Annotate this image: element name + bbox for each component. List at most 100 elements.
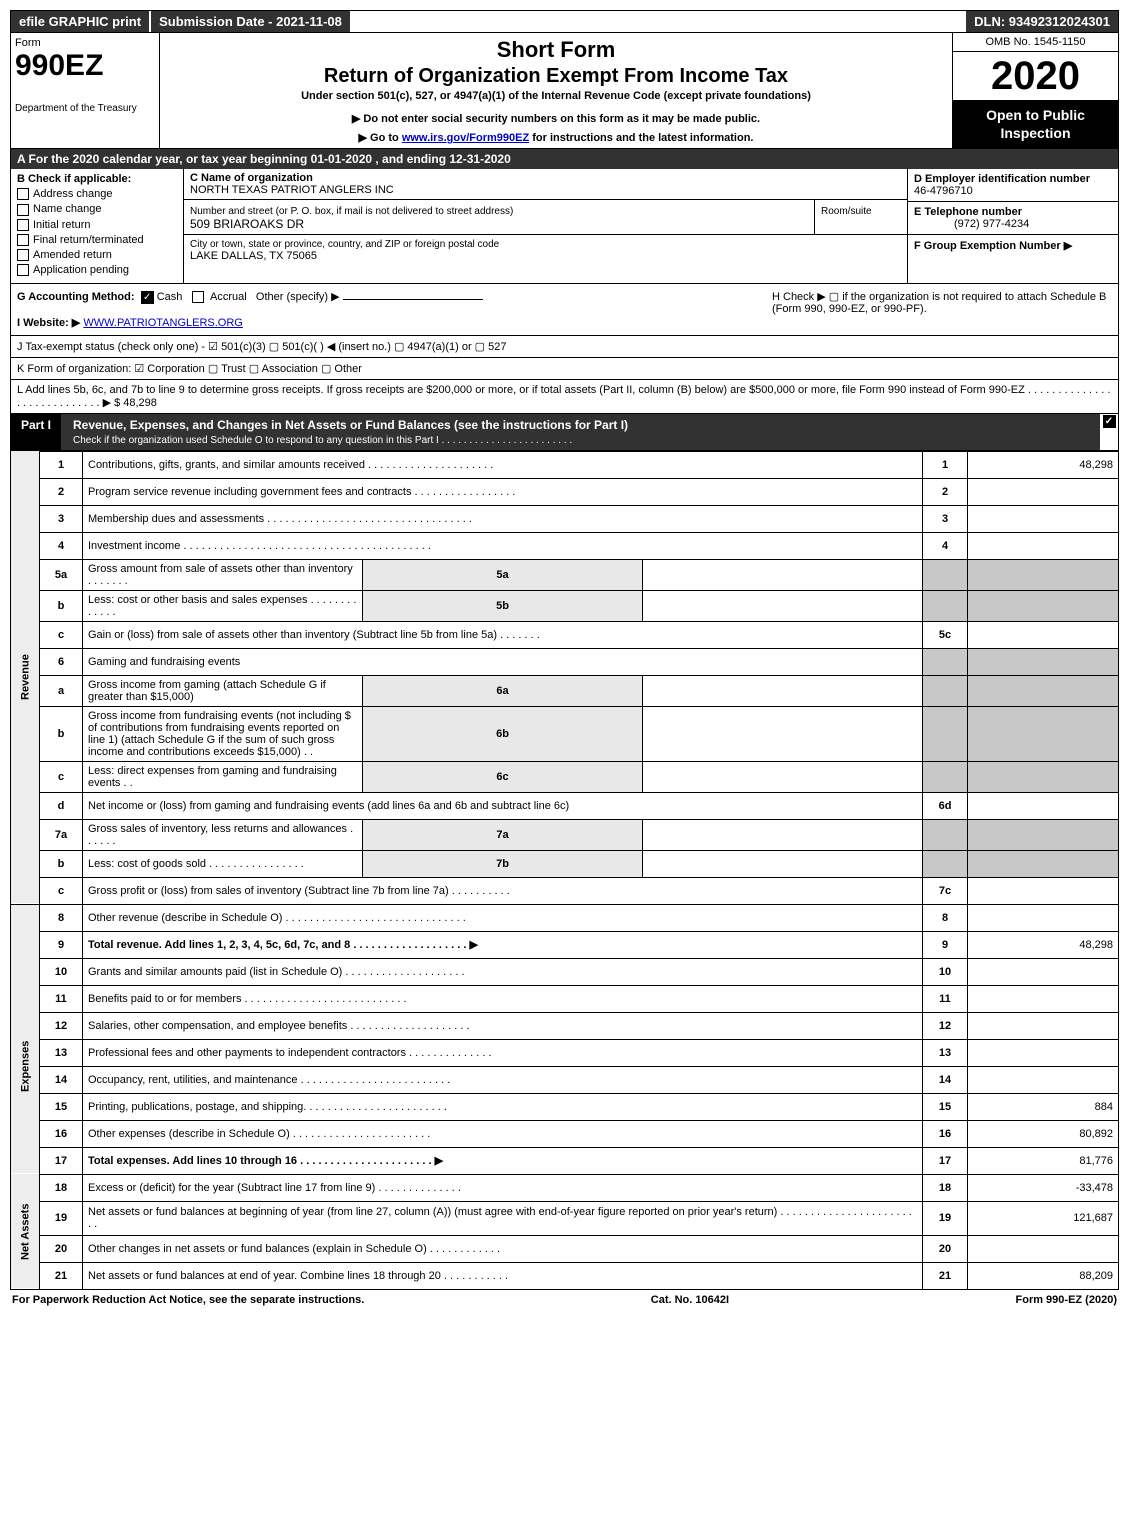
city-label: City or town, state or province, country…: [190, 239, 499, 250]
ln9-text: Total revenue. Add lines 1, 2, 3, 4, 5c,…: [88, 939, 478, 951]
ln18-text: Excess or (deficit) for the year (Subtra…: [83, 1174, 923, 1201]
ln6c-innerval: [643, 761, 923, 792]
ln9-num: 9: [40, 931, 83, 958]
ln6c-r-grey: [923, 761, 968, 792]
ln5a-r-grey: [923, 559, 968, 590]
irs-link[interactable]: www.irs.gov/Form990EZ: [402, 132, 529, 144]
goto-note: ▶ Go to www.irs.gov/Form990EZ for instru…: [164, 131, 948, 144]
ssn-note: ▶ Do not enter social security numbers o…: [164, 112, 948, 125]
ln4-r: 4: [923, 532, 968, 559]
submission-date: Submission Date - 2021-11-08: [149, 11, 350, 32]
org-name: NORTH TEXAS PATRIOT ANGLERS INC: [190, 184, 394, 196]
part1-label: Part I: [11, 414, 61, 450]
ln2-num: 2: [40, 478, 83, 505]
lbl-final-return: Final return/terminated: [33, 234, 144, 246]
ln7b-amt-grey: [968, 850, 1119, 877]
goto-prefix: ▶ Go to: [359, 132, 402, 144]
room-label: Room/suite: [821, 206, 872, 217]
ln11-num: 11: [40, 985, 83, 1012]
ln6a-amt-grey: [968, 675, 1119, 706]
ln10-num: 10: [40, 958, 83, 985]
chk-name-change[interactable]: [17, 204, 29, 216]
chk-cash[interactable]: ✓: [141, 291, 154, 304]
part1-schedule-o-check[interactable]: ✓: [1103, 415, 1116, 428]
footer-right: Form 990-EZ (2020): [1016, 1294, 1117, 1306]
side-revenue: Revenue: [11, 451, 40, 904]
ln11-amt: [968, 985, 1119, 1012]
ln15-text: Printing, publications, postage, and shi…: [83, 1093, 923, 1120]
ln14-amt: [968, 1066, 1119, 1093]
form-number: 990EZ: [15, 49, 155, 83]
chk-address-change[interactable]: [17, 188, 29, 200]
ln12-num: 12: [40, 1012, 83, 1039]
chk-initial-return[interactable]: [17, 219, 29, 231]
footer-left: For Paperwork Reduction Act Notice, see …: [12, 1294, 364, 1306]
ein-value: 46-4796710: [914, 185, 973, 197]
chk-app-pending[interactable]: [17, 264, 29, 276]
ln8-num: 8: [40, 904, 83, 931]
g-label: G Accounting Method:: [17, 291, 135, 303]
lbl-amended: Amended return: [33, 249, 112, 261]
ln6-num: 6: [40, 648, 83, 675]
ln8-r: 8: [923, 904, 968, 931]
ln21-num: 21: [40, 1262, 83, 1289]
ln3-num: 3: [40, 505, 83, 532]
tax-year: 2020: [953, 52, 1118, 100]
ln5c-text: Gain or (loss) from sale of assets other…: [83, 621, 923, 648]
city-value: LAKE DALLAS, TX 75065: [190, 250, 317, 262]
chk-accrual[interactable]: [192, 291, 204, 303]
l-gross-receipts: L Add lines 5b, 6c, and 7b to line 9 to …: [10, 380, 1119, 414]
ln21-amt: 88,209: [968, 1262, 1119, 1289]
ln17-text: Total expenses. Add lines 10 through 16 …: [88, 1155, 443, 1167]
ln8-text: Other revenue (describe in Schedule O) .…: [83, 904, 923, 931]
ln12-r: 12: [923, 1012, 968, 1039]
part1-checknote: Check if the organization used Schedule …: [73, 435, 572, 446]
ln17-amt: 81,776: [968, 1147, 1119, 1174]
ln5b-r-grey: [923, 590, 968, 621]
ln7c-r: 7c: [923, 877, 968, 904]
ln7a-inner: 7a: [363, 819, 643, 850]
lbl-other-method: Other (specify) ▶: [256, 291, 340, 303]
ln19-r: 19: [923, 1201, 968, 1235]
c-label: C Name of organization: [190, 172, 313, 184]
ln6b-text: Gross income from fundraising events (no…: [83, 706, 363, 761]
ln6d-amt: [968, 792, 1119, 819]
website-link[interactable]: WWW.PATRIOTANGLERS.ORG: [83, 317, 243, 329]
ln7b-r-grey: [923, 850, 968, 877]
street-label: Number and street (or P. O. box, if mail…: [190, 206, 513, 217]
ln15-amt: 884: [968, 1093, 1119, 1120]
ln6a-r-grey: [923, 675, 968, 706]
ln6c-inner: 6c: [363, 761, 643, 792]
gh-row: G Accounting Method: ✓ Cash Accrual Othe…: [10, 284, 1119, 336]
ln21-r: 21: [923, 1262, 968, 1289]
chk-amended[interactable]: [17, 249, 29, 261]
lbl-address-change: Address change: [33, 188, 113, 200]
ln6a-num: a: [40, 675, 83, 706]
ln2-r: 2: [923, 478, 968, 505]
ln6a-innerval: [643, 675, 923, 706]
ln10-r: 10: [923, 958, 968, 985]
b-heading: B Check if applicable:: [17, 173, 177, 185]
lbl-initial-return: Initial return: [33, 219, 90, 231]
ln2-amt: [968, 478, 1119, 505]
ln5a-innerval: [643, 559, 923, 590]
side-expenses: Expenses: [11, 958, 40, 1174]
ln1-r: 1: [923, 451, 968, 478]
ln5a-inner: 5a: [363, 559, 643, 590]
f-label: F Group Exemption Number ▶: [914, 240, 1072, 252]
ln16-num: 16: [40, 1120, 83, 1147]
ln6b-inner: 6b: [363, 706, 643, 761]
ln5a-num: 5a: [40, 559, 83, 590]
subtitle: Under section 501(c), 527, or 4947(a)(1)…: [164, 90, 948, 102]
ln20-r: 20: [923, 1235, 968, 1262]
section-b-checks: B Check if applicable: Address change Na…: [11, 169, 184, 283]
ln7b-text: Less: cost of goods sold . . . . . . . .…: [83, 850, 363, 877]
side-netassets: Net Assets: [11, 1174, 40, 1289]
chk-final-return[interactable]: [17, 234, 29, 246]
ln6c-text: Less: direct expenses from gaming and fu…: [83, 761, 363, 792]
efile-label: efile GRAPHIC print: [11, 11, 149, 32]
ln9-amt: 48,298: [968, 931, 1119, 958]
ln16-amt: 80,892: [968, 1120, 1119, 1147]
ln6c-amt-grey: [968, 761, 1119, 792]
ln5b-amt-grey: [968, 590, 1119, 621]
